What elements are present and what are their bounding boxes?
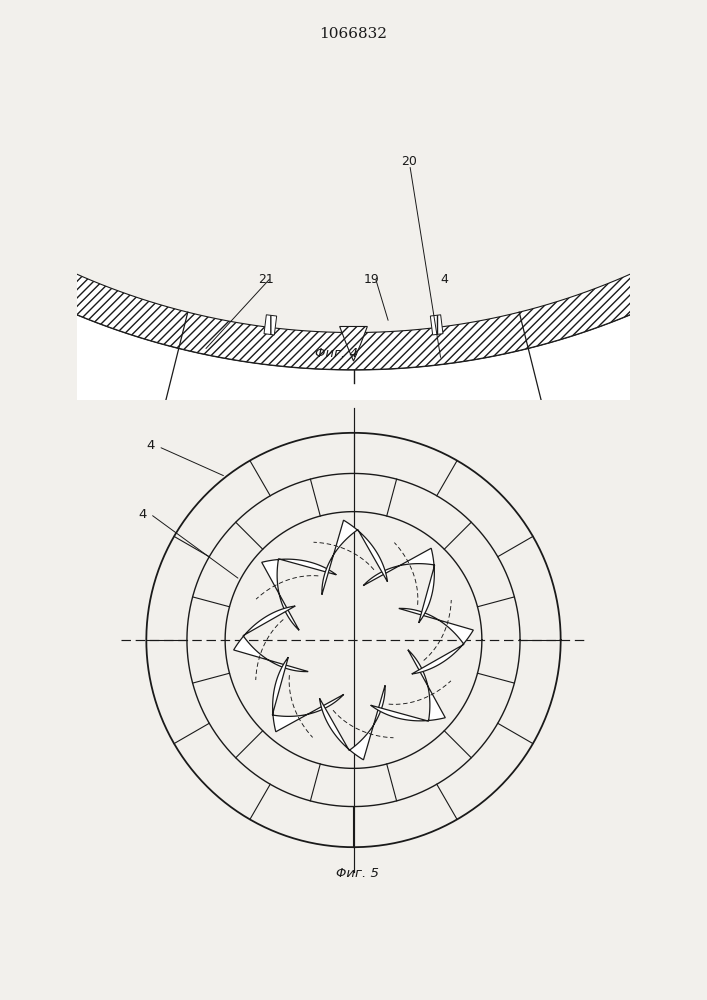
Text: 21: 21 [258,273,274,286]
Polygon shape [399,608,474,674]
Polygon shape [264,315,276,335]
Polygon shape [339,326,368,361]
Polygon shape [363,548,435,623]
Polygon shape [262,559,337,630]
Text: 19: 19 [364,273,380,286]
Polygon shape [644,250,662,272]
Polygon shape [431,315,443,335]
Text: 4: 4 [146,439,155,452]
Polygon shape [0,157,707,370]
Polygon shape [272,657,344,732]
Polygon shape [370,650,445,721]
Polygon shape [233,606,308,672]
Polygon shape [0,184,707,452]
Text: 20: 20 [401,155,417,168]
Polygon shape [320,685,385,760]
Text: Φиг. 5: Φиг. 5 [336,867,379,880]
Text: 4: 4 [138,508,146,521]
Polygon shape [45,250,63,272]
Text: Φиг. 4: Φиг. 4 [315,347,358,360]
Text: 4: 4 [440,273,448,286]
Polygon shape [322,520,387,595]
Text: 1066832: 1066832 [320,27,387,41]
